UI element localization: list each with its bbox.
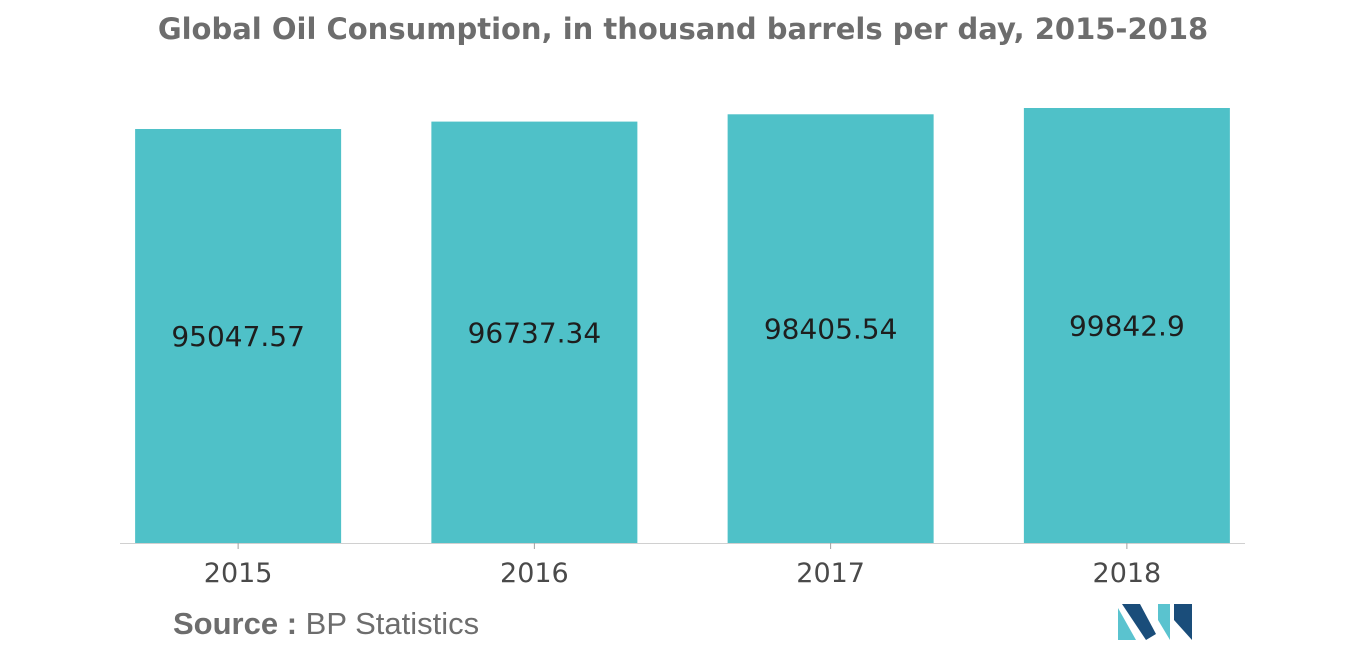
x-tick-label-2015: 2015 (204, 558, 273, 589)
x-tick-label-2016: 2016 (500, 558, 569, 589)
value-label-2016: 96737.34 (468, 316, 602, 349)
source-label: Source : (173, 606, 298, 641)
labels-layer: 95047.57 96737.34 98405.54 99842.9 (171, 310, 1184, 354)
brand-logo-icon (1118, 604, 1192, 640)
value-label-2017: 98405.54 (764, 313, 898, 346)
value-label-2018: 99842.9 (1069, 310, 1185, 343)
logo-shape-1 (1118, 608, 1136, 640)
value-label-2015: 95047.57 (171, 320, 305, 353)
bar-2017 (727, 114, 934, 544)
x-ticks-layer: 2015 2016 2017 2018 (204, 543, 1161, 589)
bars-layer (135, 108, 1230, 544)
x-tick-label-2017: 2017 (796, 558, 865, 589)
chart-title: Global Oil Consumption, in thousand barr… (157, 12, 1209, 46)
source-text: BP Statistics (305, 606, 480, 641)
bar-2018 (1023, 108, 1230, 543)
logo-shape-4 (1174, 604, 1192, 640)
bar-2015 (135, 129, 342, 543)
source-note: Source : BP Statistics (173, 606, 479, 642)
logo-shape-2 (1122, 604, 1156, 640)
x-tick-label-2018: 2018 (1093, 558, 1162, 589)
bar-2016 (431, 121, 638, 543)
logo-shape-3 (1158, 604, 1170, 640)
